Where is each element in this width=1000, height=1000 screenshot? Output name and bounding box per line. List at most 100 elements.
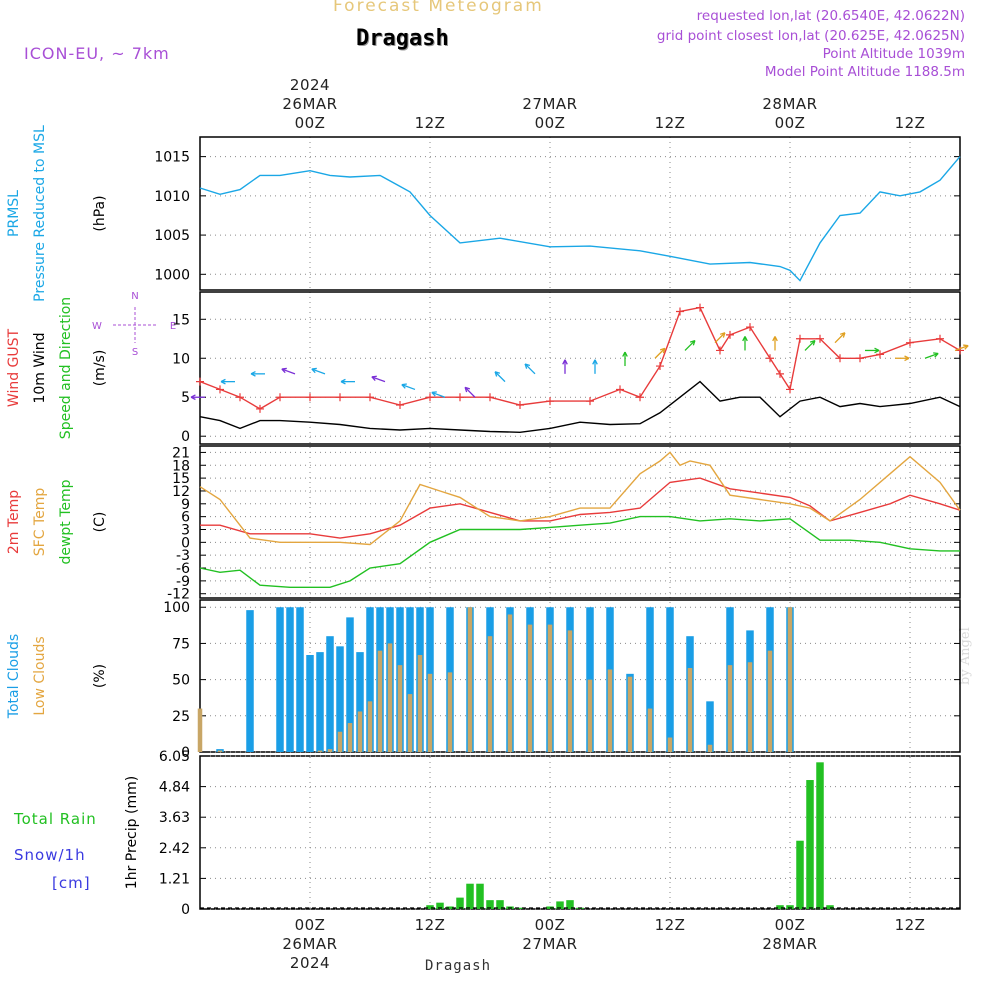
clouds-bar	[387, 643, 393, 752]
gust-marker	[816, 334, 824, 343]
wind-tick-label: 0	[181, 429, 190, 445]
temperature-tick-label: -12	[167, 587, 190, 603]
gust-marker	[656, 362, 664, 371]
time-label-bottom: 00Z	[535, 916, 566, 934]
clouds-tick-label: 25	[172, 709, 190, 725]
wind-label: 10m Wind	[32, 332, 48, 403]
time-label-top: 28MAR	[762, 95, 817, 113]
wind-label: Wind GUST	[6, 328, 22, 407]
clouds-bar	[607, 669, 613, 752]
precip-label-snow: Snow/1h	[14, 846, 86, 864]
wind-arrow-head	[340, 378, 346, 385]
time-label-top: 00Z	[535, 114, 566, 132]
clouds-bar	[367, 701, 373, 752]
clouds-bar	[217, 750, 223, 752]
gust-marker	[716, 346, 724, 355]
time-label-bottom: 26MAR	[282, 935, 337, 953]
precipitation-bar	[436, 902, 444, 909]
precipitation-tick-label: 1.21	[159, 871, 190, 887]
location-title: Dragash	[356, 26, 449, 51]
precipitation-bar	[486, 900, 494, 909]
wind-arrow-head	[524, 363, 531, 369]
temperature-tick-label: -6	[176, 561, 190, 577]
time-label-top: 2024	[290, 76, 330, 94]
wind-arrow	[714, 332, 726, 344]
gust-marker	[256, 404, 264, 413]
time-label-top: 12Z	[655, 114, 686, 132]
temperature-unit: (C)	[92, 512, 108, 533]
wind-arrow-head	[742, 336, 748, 342]
wind-arrow-head	[659, 347, 666, 354]
clouds-bar	[356, 652, 364, 752]
precipitation-bar	[446, 906, 454, 909]
clouds-tick-label: 0	[181, 745, 190, 761]
gust-marker	[586, 397, 594, 406]
gust-marker	[196, 377, 204, 386]
clouds-bar	[667, 737, 673, 752]
precipitation-bar	[426, 905, 434, 909]
temperature-tick-label: -9	[176, 574, 190, 590]
clouds-bar	[567, 630, 573, 752]
precipitation-tick-label: 3.63	[159, 810, 190, 826]
time-label-top: 00Z	[295, 114, 326, 132]
temperature-frame	[199, 445, 961, 599]
pressure-series-line	[199, 156, 961, 282]
wind-arrow	[684, 340, 696, 351]
clouds-bar	[666, 607, 674, 752]
wind-arrow-head	[592, 359, 598, 365]
clouds-tick-label: 50	[172, 673, 190, 689]
precipitation-bar	[466, 883, 474, 909]
wind-arrow	[654, 347, 666, 359]
gust-marker	[796, 334, 804, 343]
gust-marker	[676, 307, 684, 316]
clouds-bar	[327, 749, 333, 752]
precip-label-rain: Total Rain	[13, 810, 97, 828]
wind-arrow-head	[431, 391, 437, 397]
temperature-tick-label: 9	[181, 497, 190, 513]
gust-marker	[236, 393, 244, 402]
precipitation-tick-label: 2.42	[159, 841, 190, 857]
gust-marker	[486, 393, 494, 402]
gust-marker	[276, 393, 284, 402]
gust-marker	[726, 330, 734, 339]
requested-coords: requested lon,lat (20.6540E, 42.0622N)	[696, 8, 965, 24]
gust-marker	[616, 385, 624, 394]
precipitation-bar	[476, 883, 484, 909]
wind-arrow	[464, 386, 476, 398]
clouds-bar	[747, 662, 753, 752]
wind-tick-label: 15	[172, 312, 190, 328]
temperature-tick-label: 18	[172, 458, 190, 474]
time-label-bottom: 12Z	[895, 916, 926, 934]
clouds-bar	[487, 636, 493, 752]
gust-marker	[746, 323, 754, 332]
pressure-tick-label: 1015	[154, 150, 190, 166]
clouds-bar	[197, 708, 203, 752]
precipitation-bar	[816, 762, 824, 909]
time-label-bottom: 12Z	[415, 916, 446, 934]
wind-arrow	[834, 332, 846, 344]
temperature-tick-label: 15	[172, 471, 190, 487]
clouds-bar	[336, 646, 344, 752]
wind-frame	[199, 291, 961, 445]
clouds-bar	[406, 607, 414, 752]
clouds-bar	[647, 708, 653, 752]
clouds-bar	[627, 676, 633, 752]
clouds-bar	[347, 723, 353, 752]
wind-arrow-head	[904, 355, 910, 362]
clouds-bar	[527, 624, 533, 752]
pressure-label: PRMSL	[6, 190, 22, 237]
gust-marker	[306, 393, 314, 402]
wind-arrow	[281, 368, 296, 375]
wind-arrow	[954, 345, 969, 352]
temperature-tick-label: 0	[181, 535, 190, 551]
time-label-top: 26MAR	[282, 95, 337, 113]
wind-series-line	[199, 306, 961, 410]
wind-arrow-head	[809, 339, 816, 346]
wind-arrow-head	[689, 339, 696, 346]
precip-label-unit: [cm]	[52, 874, 91, 892]
clouds-bar	[427, 673, 433, 752]
clouds-bar	[286, 607, 294, 752]
gust-marker	[906, 338, 914, 347]
gust-marker	[696, 303, 704, 312]
